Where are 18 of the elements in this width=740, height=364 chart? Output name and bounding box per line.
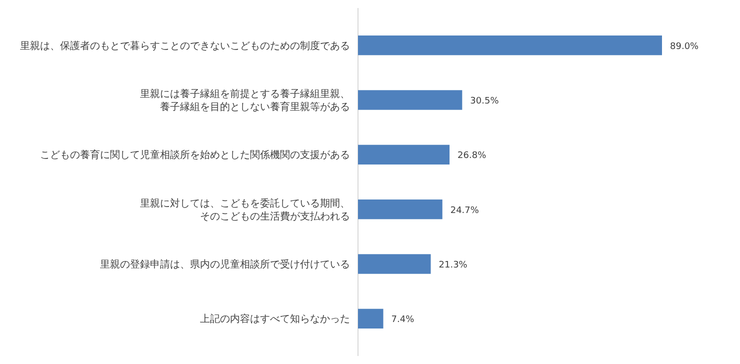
data-label: 7.4% (391, 315, 415, 326)
bar (358, 144, 450, 165)
data-label: 24.7% (450, 206, 480, 216)
y-tick-label: 上記の内容はすべて知らなかった (200, 313, 350, 326)
bar (358, 254, 431, 274)
y-tick-label: 里親には養子縁組を前提とする養子縁組里親、養子縁組を目的としない養育里親等がある (140, 88, 350, 113)
bar (358, 35, 662, 56)
bar (358, 199, 442, 220)
bar (358, 90, 462, 110)
data-label: 26.8% (458, 151, 487, 162)
y-tick-label: 里親に対しては、こどもを委託している期間、そのこどもの生活費が支払われる (140, 197, 350, 222)
y-tick-label: 里親の登録申請は、県内の児童相談所で受け付けている (100, 258, 350, 270)
bar (358, 308, 384, 329)
y-tick-label: こどもの養育に関して児童相談所を始めとした関係機関の支援がある (40, 149, 350, 162)
y-tick-label: 里親は、保護者のもとで暮らすことのできないこどものための制度である (20, 40, 350, 52)
data-label: 30.5% (470, 96, 500, 106)
data-label: 89.0% (670, 42, 700, 52)
data-label: 21.3% (438, 260, 468, 270)
